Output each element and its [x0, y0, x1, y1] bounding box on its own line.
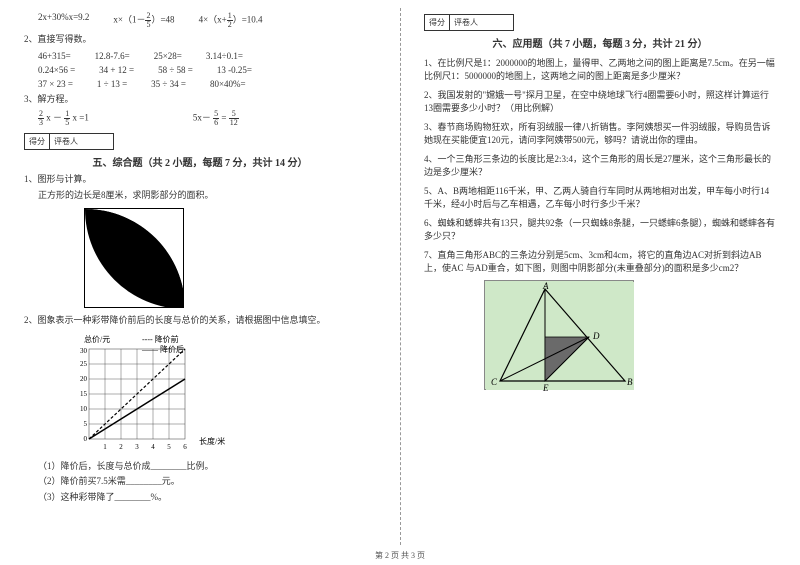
grader-label: 评卷人 [50, 134, 82, 149]
svg-text:D: D [592, 331, 600, 341]
svg-text:6: 6 [183, 443, 187, 451]
q3-title: 3、解方程。 [24, 93, 376, 107]
arith-row: 37 × 23 = 1 ÷ 13 = 35 ÷ 34 = 80×40%= [38, 79, 376, 89]
svg-text:C: C [491, 377, 498, 387]
leaf-shape-svg [85, 209, 184, 308]
right-column: 得分 评卷人 六、应用题（共 7 小题，每题 3 分，共计 21 分） 1、在比… [400, 0, 800, 565]
price-chart: 总价/元 ---- 降价前 —— 降价后 0510 15202530 [54, 334, 376, 456]
q6-7: 7、直角三角形ABC的三条边分别是5cm、3cm和4cm，将它的直角边AC对折到… [424, 248, 776, 274]
q2-title: 2、直接写得数。 [24, 33, 376, 47]
svg-text:15: 15 [80, 390, 88, 398]
arith-cell: 25×28= [154, 51, 182, 61]
blank-1: （1）降价后，长度与总价成________比例。 [38, 460, 376, 474]
svg-text:E: E [542, 383, 549, 391]
blanks: （1）降价后，长度与总价成________比例。 （2）降价前买7.5米需___… [24, 460, 376, 505]
arith-row: 46+315= 12.8-7.6= 25×28= 3.14÷0.1= [38, 51, 376, 61]
svg-text:0: 0 [84, 435, 88, 443]
arith-cell: 1 ÷ 13 = [97, 79, 127, 89]
arith-cell: 12.8-7.6= [95, 51, 130, 61]
svg-text:30: 30 [80, 347, 88, 355]
q6-2: 2、我国发射的"嫦娥一号"探月卫星，在空中绕地球飞行4圈需要6小时，照这样计算运… [424, 88, 776, 114]
q6-5: 5、A、B两地相距116千米，甲、乙两人骑自行车同时从两地相对出发，甲车每小时行… [424, 184, 776, 210]
svg-text:B: B [627, 377, 633, 387]
q6-6: 6、蜘蛛和蟋蟀共有13只，腿共92条（一只蜘蛛8条腿，一只蟋蟀6条腿），蜘蛛和蟋… [424, 216, 776, 242]
svg-text:A: A [542, 281, 549, 291]
eq3a: 23 x － 15 x =1 [38, 110, 89, 127]
triangle-figure: A B C D E [484, 280, 634, 390]
eq3b: 5x－ 56 = 512 [193, 110, 239, 127]
arith-block: 46+315= 12.8-7.6= 25×28= 3.14÷0.1= 0.24×… [24, 51, 376, 89]
svg-text:5: 5 [84, 420, 88, 428]
score-box: 得分 评卷人 [24, 133, 114, 150]
svg-text:25: 25 [80, 360, 88, 368]
arith-cell: 37 × 23 = [38, 79, 73, 89]
page-footer: 第 2 页 共 3 页 [0, 550, 800, 561]
eq-2: x×（1－25）=48 [113, 12, 174, 29]
score-label: 得分 [25, 134, 50, 149]
q6-3: 3、春节商场购物狂欢，所有羽绒服一律八折销售。李阿姨想买一件羽绒服，导购员告诉她… [424, 120, 776, 146]
section6-title: 六、应用题（共 7 小题，每题 3 分，共计 21 分） [424, 35, 776, 50]
svg-text:20: 20 [80, 375, 88, 383]
grader-label: 评卷人 [450, 15, 482, 30]
section5-title: 五、综合题（共 2 小题，每题 7 分，共计 14 分） [24, 154, 376, 169]
xlabel: 长度/米 [199, 436, 225, 446]
svg-text:4: 4 [151, 443, 155, 451]
arith-cell: 3.14÷0.1= [206, 51, 243, 61]
svg-text:3: 3 [135, 443, 139, 451]
top-equations: 2x+30%x=9.2 x×（1－25）=48 4×（x+12）=10.4 [24, 12, 376, 29]
arith-row: 0.24×56 = 34 + 12 = 58 ÷ 58 = 13 -0.25= [38, 65, 376, 75]
eq-3: 4×（x+12）=10.4 [199, 12, 263, 29]
left-column: 2x+30%x=9.2 x×（1－25）=48 4×（x+12）=10.4 2、… [0, 0, 400, 565]
blank-3: （3）这种彩带降了________%。 [38, 491, 376, 505]
arith-cell: 0.24×56 = [38, 65, 75, 75]
q6-4: 4、一个三角形三条边的长度比是2:3:4，这个三角形的周长是27厘米，这个三角形… [424, 152, 776, 178]
svg-text:10: 10 [80, 405, 88, 413]
eq3-row: 23 x － 15 x =1 5x－ 56 = 512 [24, 110, 376, 127]
q6-1: 1、在比例尺是1：2000000的地图上，量得甲、乙两地之间的图上距离是7.5c… [424, 56, 776, 82]
eq-1: 2x+30%x=9.2 [38, 12, 89, 29]
svg-text:5: 5 [167, 443, 171, 451]
q5-2a: 2、图象表示一种彩带降价前后的长度与总价的关系，请根据图中信息填空。 [24, 314, 376, 328]
score-box: 得分 评卷人 [424, 14, 514, 31]
chart-svg: 总价/元 ---- 降价前 —— 降价后 0510 15202530 [54, 334, 244, 454]
arith-cell: 46+315= [38, 51, 71, 61]
arith-cell: 13 -0.25= [217, 65, 252, 75]
q5-1b: 正方形的边长是8厘米，求阴影部分的面积。 [24, 189, 376, 203]
svg-text:1: 1 [103, 443, 107, 451]
ylabel: 总价/元 [84, 334, 110, 344]
arith-cell: 34 + 12 = [99, 65, 134, 75]
blank-2: （2）降价前买7.5米需________元。 [38, 475, 376, 489]
legend-dash: ---- 降价前 [142, 334, 179, 344]
q5-1a: 1、图形与计算。 [24, 173, 376, 187]
score-label: 得分 [425, 15, 450, 30]
square-figure [84, 208, 184, 308]
triangle-svg: A B C D E [485, 281, 635, 391]
arith-cell: 58 ÷ 58 = [158, 65, 193, 75]
svg-text:2: 2 [119, 443, 123, 451]
arith-cell: 35 ÷ 34 = [151, 79, 186, 89]
arith-cell: 80×40%= [210, 79, 246, 89]
